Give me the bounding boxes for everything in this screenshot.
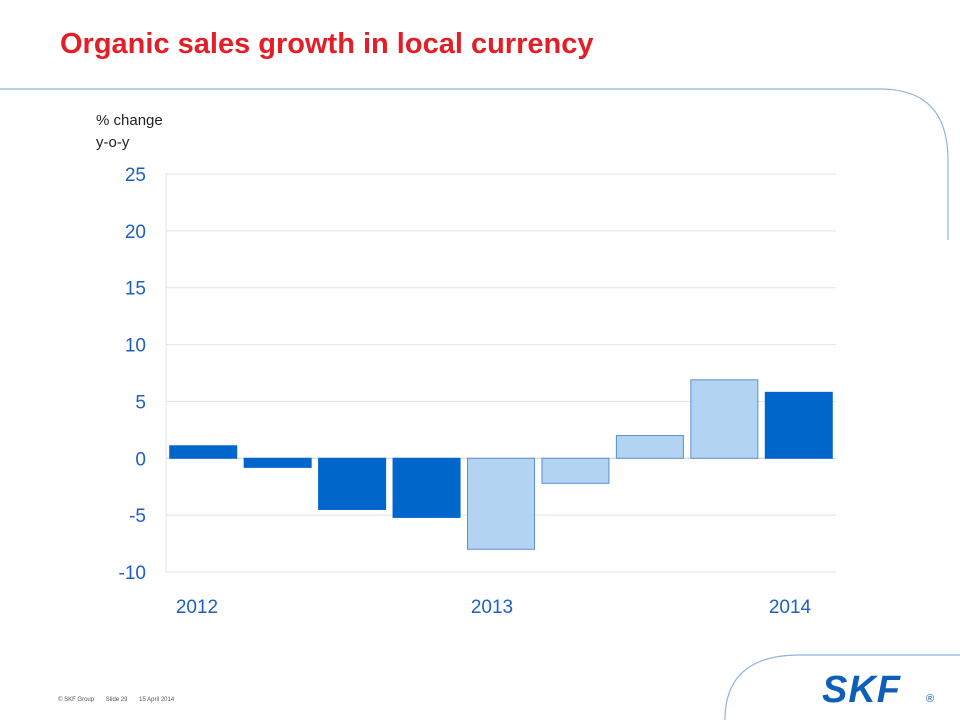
- slide-title: Organic sales growth in local currency: [60, 28, 594, 60]
- bar-4: [392, 457, 461, 518]
- bar-6: [541, 457, 610, 484]
- footer-date: 15 April 2014: [139, 697, 175, 703]
- y-tick-label: 0: [135, 449, 146, 470]
- skf-logo: SKF ®: [822, 670, 934, 710]
- y-axis-unit-label: % change y-o-y: [96, 110, 163, 154]
- logo-text: SKF: [822, 670, 902, 710]
- y-tick-label: 20: [125, 222, 146, 243]
- unit-line-2: y-o-y: [96, 134, 130, 151]
- bars: [169, 379, 833, 550]
- y-tick-label: -10: [119, 563, 146, 584]
- y-tick-label: 10: [125, 336, 146, 357]
- y-tick-label: 15: [125, 279, 146, 300]
- footer: © SKF Group Slide 29 15 April 2014: [58, 697, 184, 703]
- unit-line-1: % change: [96, 112, 163, 129]
- bar-1: [169, 445, 238, 459]
- bar-7: [615, 435, 684, 459]
- footer-slide-number: Slide 29: [105, 697, 128, 703]
- footer-copyright: © SKF Group: [58, 697, 95, 703]
- registered-mark: ®: [926, 693, 934, 705]
- y-tick-label: -5: [129, 506, 146, 527]
- x-tick-label-2012: 2012: [176, 597, 218, 618]
- bar-9: [764, 391, 833, 459]
- x-tick-labels: 2012 2013 2014: [176, 597, 812, 618]
- x-tick-label-2014: 2014: [769, 597, 812, 618]
- bar-3: [318, 457, 387, 510]
- y-tick-label: 5: [135, 392, 146, 413]
- y-tick-labels: 25 20 15 10 5 0 -5 -10: [119, 165, 146, 584]
- y-tick-label: 25: [125, 165, 146, 186]
- bar-8: [690, 379, 759, 459]
- bar-5: [467, 457, 535, 550]
- x-tick-label-2013: 2013: [471, 597, 513, 618]
- bar-2: [243, 457, 312, 468]
